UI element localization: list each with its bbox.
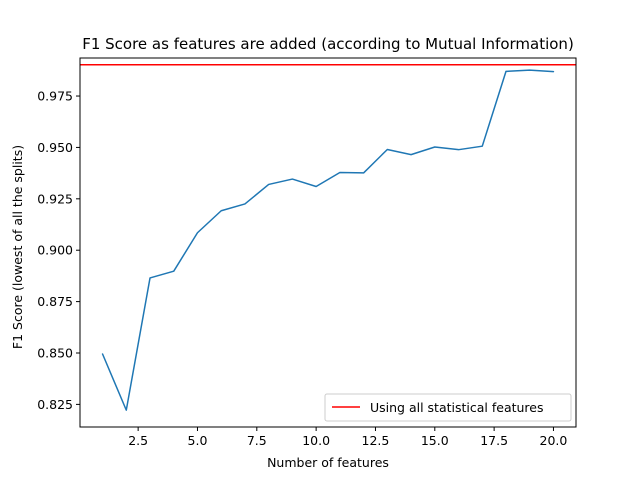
legend: Using all statistical features	[324, 393, 572, 422]
y-tick-label: 0.975	[37, 89, 73, 104]
y-tick-label: 0.825	[37, 397, 73, 412]
chart-title: F1 Score as features are added (accordin…	[82, 35, 574, 53]
x-tick-label: 12.5	[362, 433, 390, 448]
legend-frame	[324, 393, 572, 422]
x-tick-label: 15.0	[421, 433, 449, 448]
plot-area: 2.5 5.0 7.5 10.0 12.5 15.0 17.5 20.0 0.825 0.850 0…	[37, 57, 577, 448]
x-tick-label: 7.5	[247, 433, 267, 448]
x-axis-label: Number of features	[267, 455, 389, 470]
x-tick-label: 20.0	[540, 433, 568, 448]
y-axis-label: F1 Score (lowest of all the splits)	[10, 145, 25, 349]
legend-label-reference-line: Using all statistical features	[370, 400, 544, 415]
y-tick-label: 0.925	[37, 191, 73, 206]
series-line-0	[101, 69, 555, 411]
y-tick-label: 0.900	[37, 243, 73, 258]
x-tick-label: 2.5	[128, 433, 148, 448]
axes-frame	[79, 57, 577, 428]
y-tick-label: 0.875	[37, 294, 73, 309]
y-tick-label: 0.950	[37, 140, 73, 155]
x-tick-label: 10.0	[302, 433, 330, 448]
y-tick-label: 0.850	[37, 345, 73, 360]
x-tick-label: 5.0	[188, 433, 208, 448]
x-tick-label: 17.5	[480, 433, 508, 448]
